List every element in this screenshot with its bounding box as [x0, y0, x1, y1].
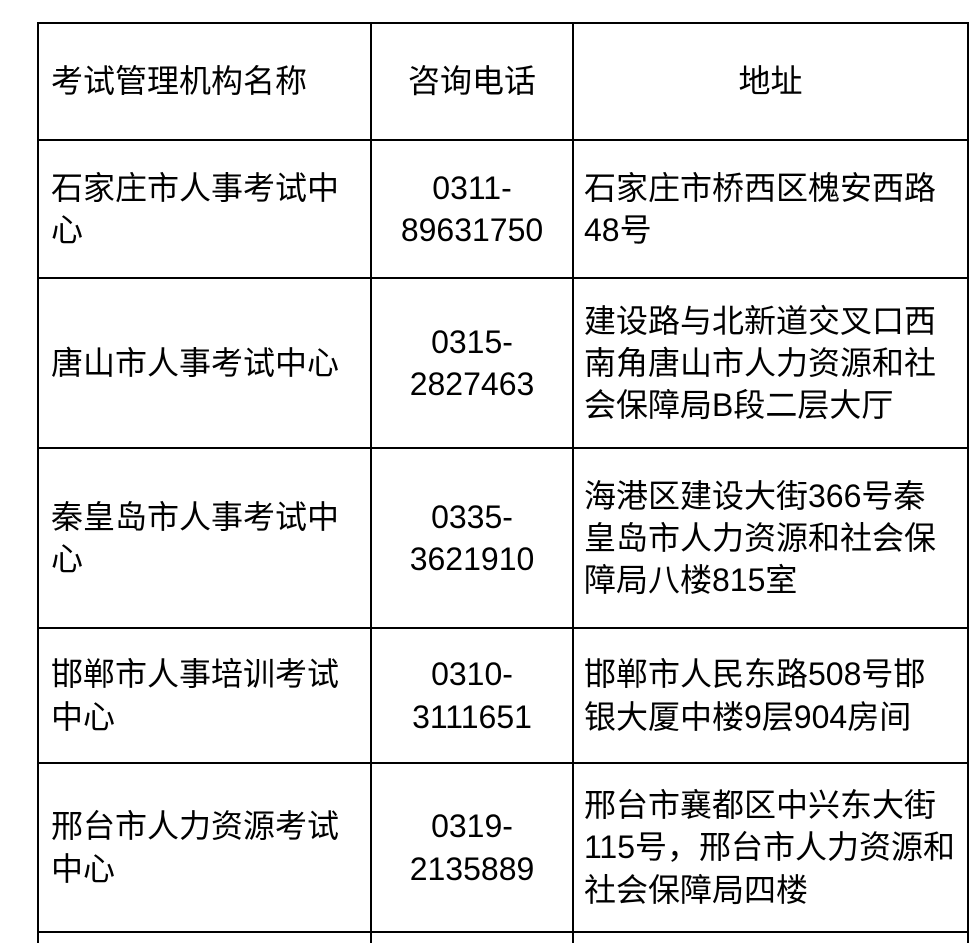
table-row: 秦皇岛市人事考试中心 0335-3621910 海港区建设大街366号秦皇岛市人…	[37, 447, 969, 629]
table-row: 邯郸市人事培训考试中心 0310-3111651 邯郸市人民东路508号邯银大厦…	[37, 627, 969, 764]
column-header-institution: 考试管理机构名称	[37, 22, 372, 141]
institution-name-cell: 秦皇岛市人事考试中心	[37, 447, 372, 629]
address-cell: 邯郸市人民东路508号邯银大厦中楼9层904房间	[572, 627, 969, 764]
address-cell: 邢台市襄都区中兴东大街115号，邢台市人力资源和社会保障局四楼	[572, 762, 969, 933]
table-row: 邢台市人力资源考试中心 0319-2135889 邢台市襄都区中兴东大街115号…	[37, 762, 969, 933]
exam-centers-table: 考试管理机构名称 咨询电话 地址 石家庄市人事考试中心 0311-8963175…	[37, 22, 969, 943]
address-cell: 石家庄市桥西区槐安西路48号	[572, 139, 969, 279]
institution-name-cell: 邢台市人力资源考试中心	[37, 762, 372, 933]
institution-name-cell: 邯郸市人事培训考试中心	[37, 627, 372, 764]
institution-name-cell	[37, 931, 372, 943]
address-cell	[572, 931, 969, 943]
table-row: 石家庄市人事考试中心 0311-89631750 石家庄市桥西区槐安西路48号	[37, 139, 969, 279]
phone-cell: 0311-89631750	[370, 139, 574, 279]
institution-name-cell: 唐山市人事考试中心	[37, 277, 372, 449]
address-cell: 建设路与北新道交叉口西南角唐山市人力资源和社会保障局B段二层大厅	[572, 277, 969, 449]
column-header-address: 地址	[572, 22, 969, 141]
phone-cell	[370, 931, 574, 943]
phone-cell: 0315-2827463	[370, 277, 574, 449]
address-cell: 海港区建设大街366号秦皇岛市人力资源和社会保障局八楼815室	[572, 447, 969, 629]
phone-cell: 0310-3111651	[370, 627, 574, 764]
column-header-phone: 咨询电话	[370, 22, 574, 141]
phone-cell: 0319-2135889	[370, 762, 574, 933]
table-row: 唐山市人事考试中心 0315-2827463 建设路与北新道交叉口西南角唐山市人…	[37, 277, 969, 449]
table-header-row: 考试管理机构名称 咨询电话 地址	[37, 22, 969, 141]
phone-cell: 0335-3621910	[370, 447, 574, 629]
institution-name-cell: 石家庄市人事考试中心	[37, 139, 372, 279]
table-row-partial	[37, 931, 969, 943]
